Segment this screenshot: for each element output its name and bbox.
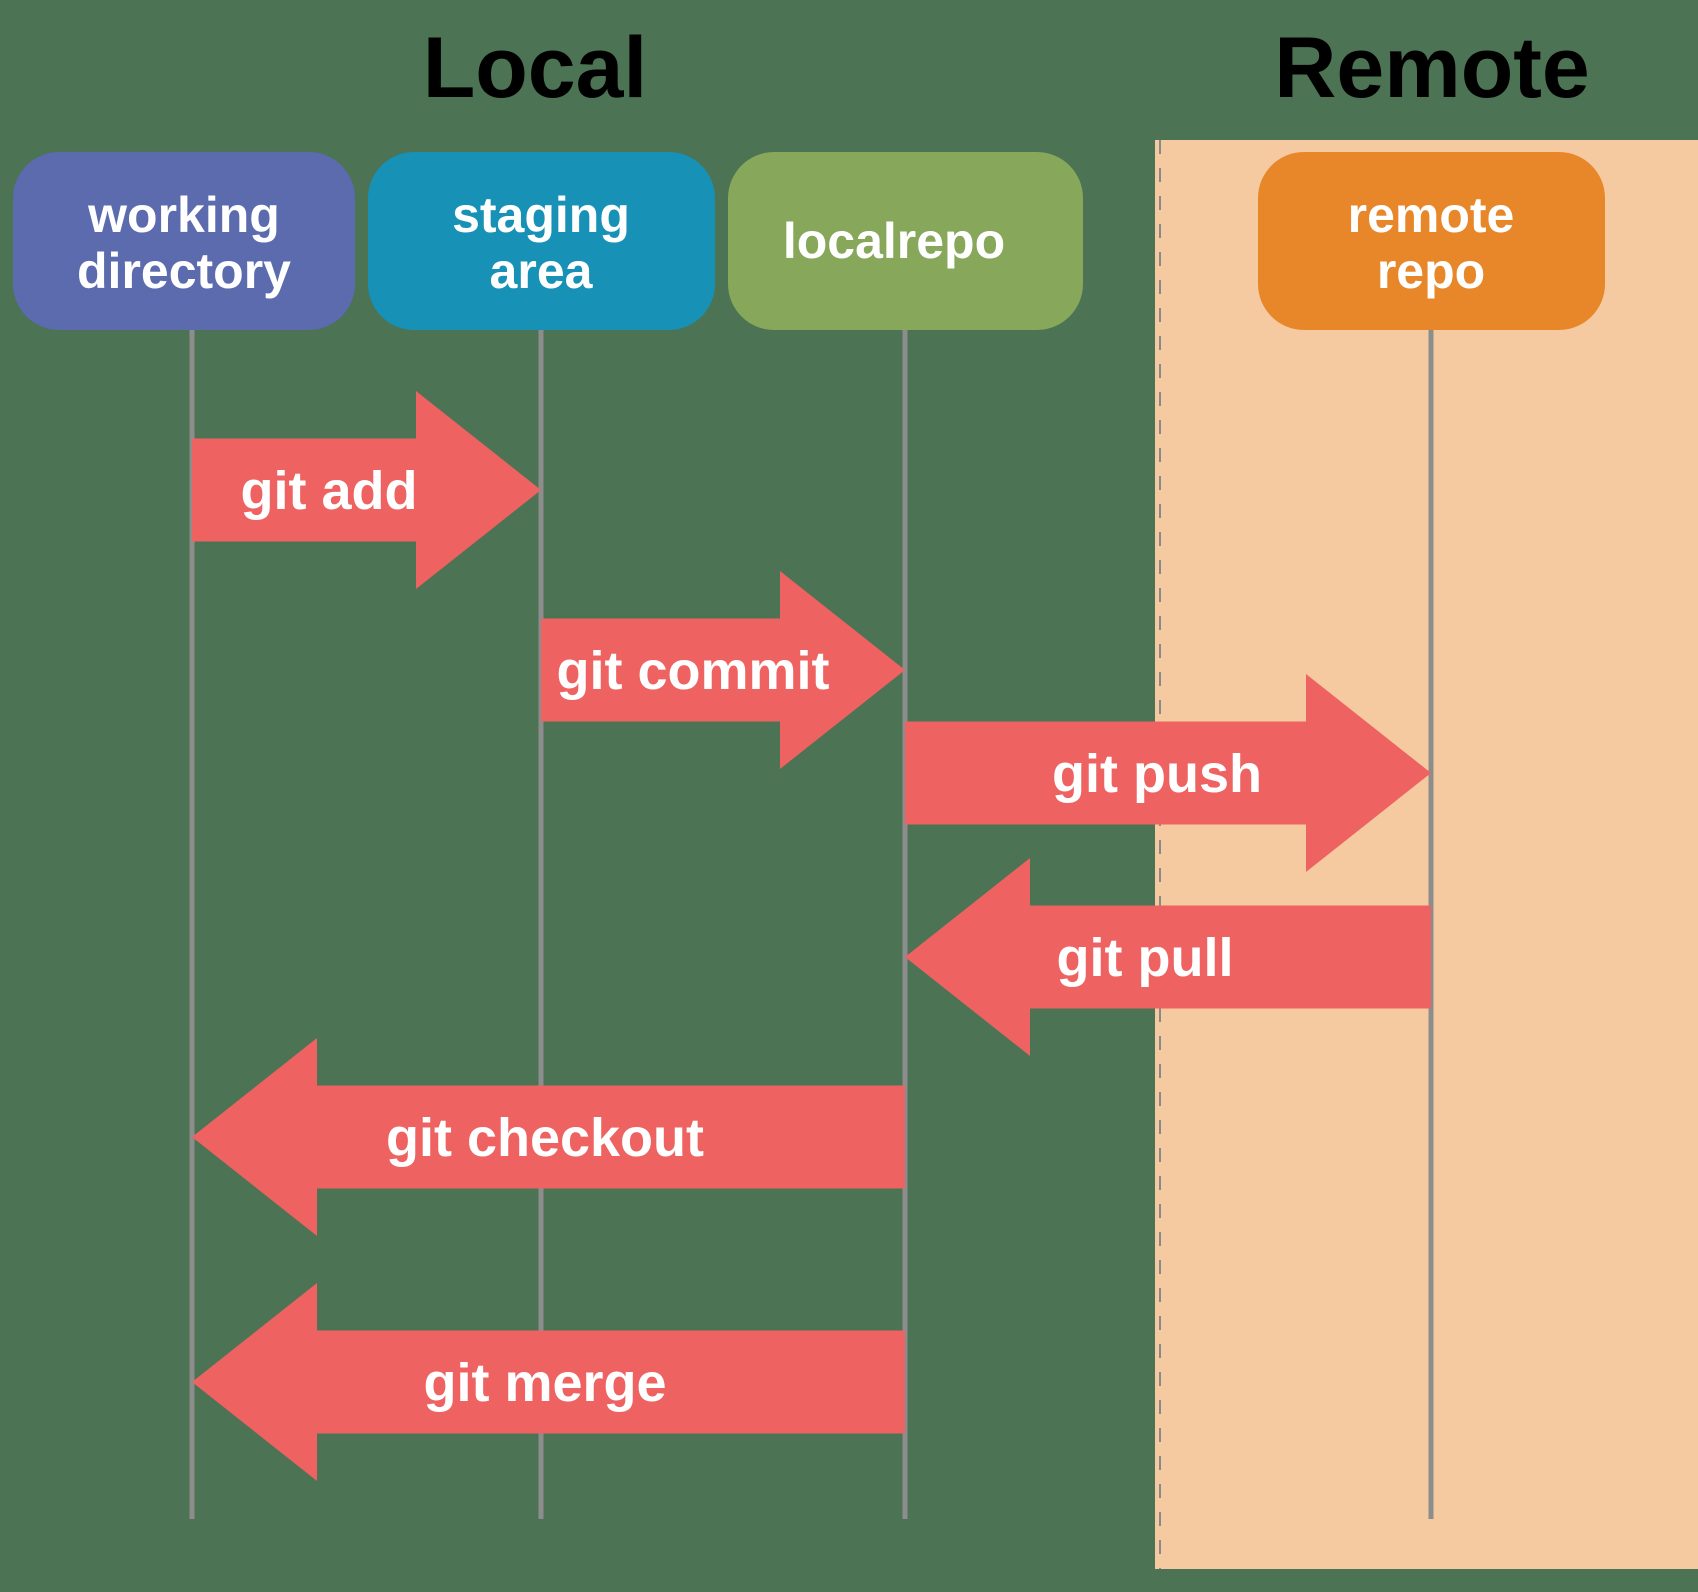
- svg-text:Remote: Remote: [1274, 20, 1589, 116]
- svg-text:git add: git add: [241, 461, 418, 521]
- svg-text:Local: Local: [423, 20, 648, 116]
- svg-text:staging: staging: [452, 187, 630, 243]
- svg-text:git commit: git commit: [556, 641, 829, 701]
- svg-text:remote: remote: [1348, 187, 1515, 243]
- svg-text:localrepo: localrepo: [783, 213, 1005, 269]
- svg-text:directory: directory: [77, 243, 291, 299]
- svg-text:repo: repo: [1377, 243, 1485, 299]
- svg-text:area: area: [490, 243, 594, 299]
- svg-text:git merge: git merge: [423, 1353, 666, 1413]
- svg-text:git checkout: git checkout: [386, 1108, 704, 1168]
- svg-text:working: working: [87, 187, 280, 243]
- svg-text:git pull: git pull: [1057, 928, 1234, 988]
- svg-text:git push: git push: [1052, 744, 1262, 804]
